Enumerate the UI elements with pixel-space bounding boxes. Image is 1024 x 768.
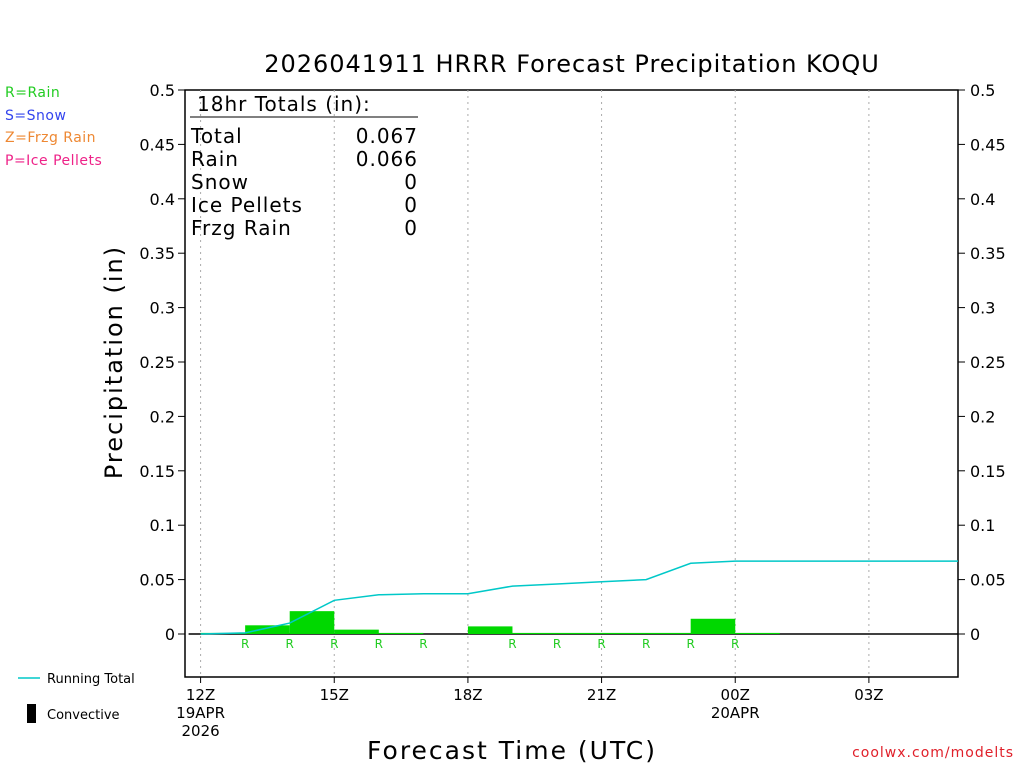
x-tick-label: 18Z [453,686,482,704]
y-tick-label-right: 0.05 [970,571,1006,590]
x-axis-title: Forecast Time (UTC) [367,736,657,765]
precip-bar [334,629,379,634]
y-tick-label-left: 0.25 [139,353,175,372]
plot-frame [184,89,959,678]
y-tick-label-left: 0.05 [139,571,175,590]
chart-title: 2026041911 HRRR Forecast Precipitation K… [264,50,880,78]
ptype-label: R [419,637,427,651]
totals-label: Ice Pellets [191,193,303,217]
x-tick-label: 03Z [854,686,883,704]
x-tick-label: 21Z [587,686,616,704]
y-tick-label-right: 0 [970,625,980,644]
precip-bar [289,611,335,634]
totals-label: Frzg Rain [191,216,292,240]
totals-label: Snow [191,170,249,194]
precip-bar [512,632,558,634]
running-total-line [200,560,958,635]
y-tick-label-left: 0.3 [150,299,175,318]
y-tick-label-right: 0.35 [970,244,1006,263]
legend-snow: S=Snow [5,107,67,124]
totals-header: 18hr Totals (in): [197,92,371,116]
ptype-legend: R=Rain S=Snow Z=Frzg Rain P=Ice Pellets [5,82,102,172]
y-tick-label-left: 0.45 [139,135,175,154]
y-axis-title: Precipitation (in) [100,245,128,479]
x-tick-label: 12Z [186,686,215,704]
ptype-label: R [642,637,650,651]
totals-value: 0 [404,170,418,194]
ptype-label: R [241,637,249,651]
credit-link[interactable]: coolwx.com/modelts [852,745,1014,761]
y-tick-label-left: 0.2 [150,407,175,426]
legend-rain: R=Rain [5,85,61,101]
ptype-label: R [330,637,338,651]
y-tick-label-right: 0.1 [970,516,995,535]
x-tick-label: 2026 [181,722,219,740]
y-tick-label-right: 0.15 [970,462,1006,481]
totals-value: 0 [404,216,418,240]
precip-bar [378,632,424,634]
x-tick-label: 19APR [176,704,225,722]
y-tick-label-left: 0 [165,625,175,644]
legend-convective-swatch [27,704,36,723]
y-tick-label-right: 0.45 [970,135,1006,154]
x-tick-label: 15Z [320,686,349,704]
ptype-label: R [687,637,695,651]
precip-bar [245,625,290,634]
totals-value: 0 [404,193,418,217]
totals-label: Rain [191,147,239,171]
y-tick-label-left: 0.5 [150,81,175,100]
precip-bar [735,632,780,634]
totals-label: Total [190,124,243,148]
ptype-label: R [553,637,561,651]
y-tick-label-right: 0.4 [970,190,995,209]
precip-bar [467,626,513,634]
totals-value: 0.067 [356,124,418,148]
x-tick-label: 20APR [711,704,760,722]
y-tick-label-right: 0.5 [970,81,995,100]
ptype-label: R [597,637,605,651]
x-tick-label: 00Z [721,686,750,704]
y-tick-label-left: 0.4 [150,190,175,209]
legend-convective-label: Convective [47,708,120,723]
ptype-label: R [286,637,294,651]
totals-value: 0.066 [356,147,418,171]
y-tick-label-right: 0.3 [970,299,995,318]
ptype-label: R [731,637,739,651]
legend-ice-pellets: P=Ice Pellets [5,152,103,169]
y-tick-label-left: 0.35 [139,244,175,263]
ptype-label: R [375,637,383,651]
y-tick-label-left: 0.15 [139,462,175,481]
legend-running-total-label: Running Total [47,672,135,687]
legend-frzg-rain: Z=Frzg Rain [5,130,97,146]
y-tick-label-right: 0.2 [970,407,995,426]
precip-bar [646,632,691,634]
ptype-label: R [508,637,516,651]
y-tick-label-left: 0.1 [150,516,175,535]
precip-bar [557,632,602,634]
precip-bar [690,618,736,634]
precip-bar [601,632,647,634]
y-tick-label-right: 0.25 [970,353,1006,372]
